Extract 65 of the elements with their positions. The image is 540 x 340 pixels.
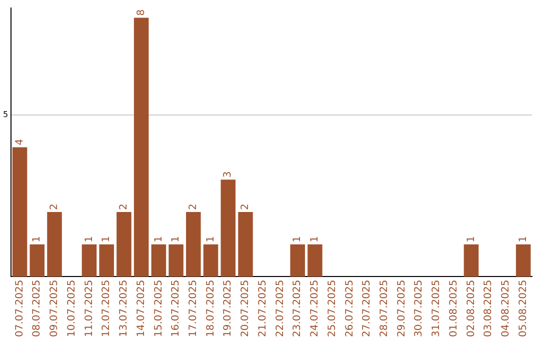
data-label: 1 bbox=[153, 236, 164, 242]
x-tick-label: 17.07.2025 bbox=[188, 280, 199, 338]
data-label: 1 bbox=[310, 236, 321, 242]
x-tick-label: 25.07.2025 bbox=[326, 280, 338, 338]
y-tick-label: 5 bbox=[2, 110, 8, 119]
data-label: 1 bbox=[101, 236, 112, 242]
data-label: 1 bbox=[170, 236, 182, 242]
data-label: 1 bbox=[466, 236, 477, 242]
x-tick-label: 07.07.2025 bbox=[14, 280, 26, 338]
bar bbox=[220, 180, 236, 277]
data-label: 1 bbox=[32, 236, 43, 242]
x-tick-label: 30.07.2025 bbox=[414, 280, 425, 338]
x-tick-label: 31.07.2025 bbox=[431, 280, 442, 338]
bar bbox=[82, 244, 97, 277]
x-tick-label: 14.07.2025 bbox=[136, 280, 147, 338]
bar bbox=[238, 212, 253, 277]
data-label: 1 bbox=[205, 236, 216, 242]
x-tick-label: 09.07.2025 bbox=[49, 280, 60, 338]
x-tick-label: 11.07.2025 bbox=[84, 280, 95, 338]
bar bbox=[308, 244, 322, 277]
x-tick-label: 20.07.2025 bbox=[240, 280, 252, 338]
bar bbox=[186, 212, 201, 277]
x-tick-label: 12.07.2025 bbox=[101, 280, 112, 338]
x-tick-label: 23.07.2025 bbox=[292, 280, 304, 338]
bar bbox=[464, 244, 479, 277]
x-tick-label: 05.08.2025 bbox=[518, 280, 529, 338]
x-tick-label: 28.07.2025 bbox=[379, 280, 390, 338]
data-label: 4 bbox=[14, 138, 26, 146]
x-tick-label: 02.08.2025 bbox=[466, 280, 477, 338]
x-tick-label: 18.07.2025 bbox=[205, 280, 216, 338]
data-label: 1 bbox=[292, 236, 304, 242]
bar bbox=[12, 147, 28, 277]
bar bbox=[168, 244, 184, 277]
data-label: 8 bbox=[136, 9, 147, 16]
bar bbox=[151, 244, 166, 277]
bar bbox=[99, 244, 114, 277]
bar bbox=[290, 244, 305, 277]
bar bbox=[30, 244, 45, 277]
data-label: 2 bbox=[188, 204, 199, 210]
x-tick-label: 10.07.2025 bbox=[66, 280, 78, 338]
data-label: 2 bbox=[49, 204, 60, 210]
x-tick-label: 19.07.2025 bbox=[222, 280, 234, 338]
bar bbox=[516, 244, 531, 277]
x-tick-label: 26.07.2025 bbox=[344, 280, 356, 338]
data-label: 2 bbox=[118, 204, 130, 210]
x-tick-label: 15.07.2025 bbox=[153, 280, 164, 338]
bar bbox=[134, 18, 149, 277]
x-tick-label: 13.07.2025 bbox=[118, 280, 130, 338]
x-tick-label: 27.07.2025 bbox=[362, 280, 373, 338]
data-label: 2 bbox=[240, 204, 252, 210]
data-label: 3 bbox=[222, 171, 234, 178]
x-tick-label: 24.07.2025 bbox=[310, 280, 321, 338]
bar bbox=[47, 212, 62, 277]
x-tick-label: 04.08.2025 bbox=[500, 280, 512, 338]
x-tick-label: 16.07.2025 bbox=[170, 280, 182, 338]
x-tick-label: 21.07.2025 bbox=[257, 280, 268, 338]
x-tick-label: 22.07.2025 bbox=[274, 280, 286, 338]
data-label: 1 bbox=[518, 236, 529, 242]
bar bbox=[203, 244, 218, 277]
x-tick-label: 29.07.2025 bbox=[396, 280, 408, 338]
bar bbox=[116, 212, 132, 277]
x-tick-label: 01.08.2025 bbox=[448, 280, 460, 338]
x-tick-label: 03.08.2025 bbox=[483, 280, 494, 338]
x-tick-label: 08.07.2025 bbox=[32, 280, 43, 338]
data-label: 1 bbox=[84, 236, 95, 242]
